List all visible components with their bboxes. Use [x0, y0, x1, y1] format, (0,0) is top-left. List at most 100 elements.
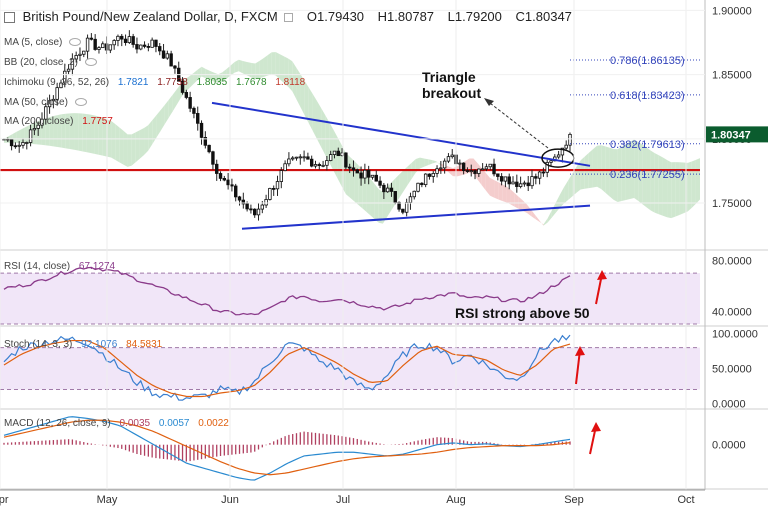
- stoch-tick-label: 0.0000: [712, 399, 746, 411]
- ichimoku-cloud-segment: [242, 60, 247, 76]
- price-tick-label: 1.85000: [712, 70, 752, 82]
- candle-body: [458, 162, 462, 165]
- ichimoku-cloud-segment: [601, 145, 606, 193]
- ichimoku-cloud-segment: [679, 162, 684, 215]
- ichimoku-cloud-segment: [321, 108, 326, 155]
- ichimoku-cloud-segment: [518, 196, 523, 211]
- ichimoku-cloud-segment: [370, 178, 375, 220]
- candle-body: [283, 163, 287, 171]
- ichimoku-cloud-segment: [308, 87, 313, 132]
- candle-body: [480, 168, 485, 171]
- ichimoku-cloud-segment: [506, 186, 511, 205]
- collapse-icon[interactable]: [4, 12, 15, 24]
- candle-body: [545, 162, 549, 173]
- legend-ma50[interactable]: MA (50, close): [4, 97, 87, 108]
- candle-body: [298, 156, 302, 159]
- visibility-icon[interactable]: [69, 38, 82, 47]
- candle-body: [446, 156, 451, 162]
- macd-pane: [3, 416, 571, 481]
- legend-stoch[interactable]: Stoch (14, 3, 3) 92.1076 84.5831: [4, 339, 162, 350]
- macd-value: 0.0057: [158, 418, 190, 429]
- candle-body: [36, 124, 40, 129]
- ichimoku-label: Ichimoku (9, 26, 52, 26): [4, 77, 110, 88]
- x-tick-label: Oct: [677, 494, 694, 506]
- candle-body: [465, 170, 470, 172]
- ichimoku-cloud-segment: [61, 113, 66, 149]
- red-arrow: [575, 349, 581, 385]
- stoch-d-value: 84.5831: [126, 339, 163, 350]
- ichimoku-cloud-segment: [514, 193, 519, 209]
- candle-body: [44, 106, 48, 120]
- x-tick-label: Jun: [221, 494, 239, 506]
- candle-body: [541, 171, 546, 174]
- visibility-icon[interactable]: [74, 98, 87, 107]
- candle-body: [496, 173, 500, 177]
- ichimoku-cloud-segment: [654, 153, 659, 215]
- triangle-breakout-label: Triangle: [422, 69, 476, 85]
- candle-body: [192, 107, 196, 114]
- candle-body: [401, 208, 405, 213]
- legend-ichimoku[interactable]: Ichimoku (9, 26, 52, 26) 1.7821 1.7738 1…: [4, 77, 305, 88]
- candle-body: [70, 58, 75, 70]
- settings-icon[interactable]: [284, 13, 294, 23]
- ichimoku-cloud-segment: [234, 59, 239, 73]
- candle-body: [393, 191, 397, 203]
- rsi-pane: [0, 266, 700, 325]
- candle-body: [116, 35, 120, 41]
- candle-body: [332, 150, 337, 156]
- candle-body: [234, 185, 238, 198]
- ma50-label: MA (50, close): [4, 97, 68, 108]
- candle-body: [484, 166, 489, 170]
- legend-ma5[interactable]: MA (5, close): [4, 37, 82, 48]
- legend-macd[interactable]: MACD (12, 26, close, 9) 0.0035 0.0057 0.…: [4, 418, 229, 429]
- time-axis: Apr May Jun Jul Aug Sep Oct: [0, 489, 705, 506]
- rsi-value: 67.1274: [78, 261, 116, 272]
- candle-body: [488, 163, 492, 168]
- candle-body: [180, 80, 185, 93]
- rsi-tick-label: 40.0000: [712, 306, 752, 318]
- ichimoku-cloud-segment: [354, 160, 359, 205]
- visibility-icon[interactable]: [84, 58, 97, 67]
- candle-body: [560, 147, 565, 156]
- candle-body: [226, 179, 230, 186]
- ichimoku-cloud-segment: [489, 177, 495, 198]
- candle-body: [17, 144, 21, 147]
- ichimoku-cloud-segment: [131, 132, 136, 166]
- ichimoku-cloud-segment: [267, 52, 272, 76]
- ichimoku-cloud-segment: [646, 147, 651, 211]
- candle-body: [47, 100, 52, 108]
- candle-body: [196, 113, 200, 124]
- ichimoku-cloud-segment: [642, 144, 647, 208]
- ichimoku-cloud-segment: [172, 89, 177, 112]
- ichimoku-cloud-segment: [74, 113, 79, 151]
- ichimoku-cloud-segment: [156, 110, 161, 138]
- ichimoku-cloud-segment: [403, 166, 408, 192]
- candle-body: [313, 164, 318, 167]
- ichimoku-cloud-segment: [576, 160, 581, 193]
- x-tick-label: Sep: [564, 494, 584, 506]
- candle-body: [154, 39, 158, 47]
- legend-ma200[interactable]: MA (200, close) 1.7757: [4, 116, 113, 127]
- candle-body: [423, 173, 428, 186]
- candle-body: [389, 187, 394, 192]
- ichimoku-cloud-segment: [284, 56, 289, 87]
- ichimoku-cloud-segment: [139, 128, 145, 159]
- candle-body: [268, 188, 272, 200]
- ichimoku-v2: 1.7738: [157, 77, 188, 88]
- ichimoku-cloud-segment: [300, 74, 305, 116]
- candle-body: [511, 181, 515, 185]
- candle-body: [363, 169, 367, 179]
- ichimoku-cloud-segment: [650, 150, 655, 213]
- stoch-tick-label: 100.0000: [712, 329, 758, 341]
- legend-rsi[interactable]: RSI (14, close) 67.1274: [4, 261, 115, 272]
- candle-body: [272, 188, 276, 190]
- candle-body: [518, 183, 523, 187]
- legend-bb[interactable]: BB (20, close, 2): [4, 57, 97, 68]
- candle-body: [165, 53, 170, 59]
- stoch-d-line: [3, 339, 571, 398]
- ichimoku-cloud-segment: [312, 94, 317, 140]
- red-arrow-head: [591, 422, 601, 432]
- candle-body: [439, 167, 443, 170]
- candle-body: [161, 50, 166, 59]
